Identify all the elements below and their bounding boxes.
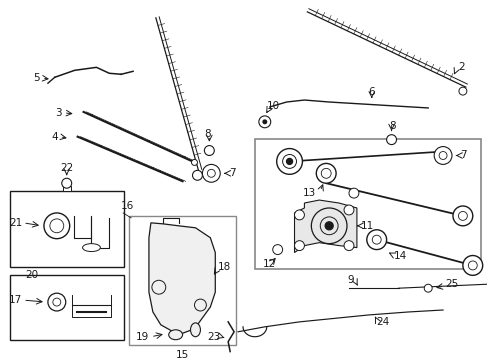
FancyBboxPatch shape [10, 275, 124, 340]
Text: 8: 8 [388, 121, 395, 131]
Circle shape [468, 261, 476, 270]
Circle shape [311, 208, 346, 244]
Polygon shape [294, 200, 356, 253]
Circle shape [458, 87, 466, 95]
Text: 16: 16 [121, 201, 134, 211]
Circle shape [258, 116, 270, 128]
Circle shape [386, 135, 396, 145]
Circle shape [294, 210, 304, 220]
Ellipse shape [168, 330, 182, 340]
Circle shape [424, 284, 431, 292]
Circle shape [48, 293, 65, 311]
Circle shape [366, 230, 386, 249]
Text: 18: 18 [218, 262, 231, 273]
Bar [62, 186, 71, 191]
Text: 19: 19 [135, 332, 149, 342]
Circle shape [294, 241, 304, 251]
Polygon shape [149, 223, 215, 335]
Text: 8: 8 [203, 129, 210, 139]
Text: 3: 3 [55, 108, 61, 118]
Circle shape [344, 241, 353, 251]
Text: 22: 22 [60, 163, 73, 174]
FancyBboxPatch shape [10, 191, 124, 267]
Circle shape [286, 158, 292, 165]
Text: 12: 12 [263, 260, 276, 269]
Circle shape [202, 165, 220, 182]
Circle shape [152, 280, 165, 294]
Text: 6: 6 [367, 87, 374, 97]
Circle shape [344, 205, 353, 215]
Text: 24: 24 [376, 317, 389, 327]
FancyBboxPatch shape [254, 139, 480, 269]
Text: 7: 7 [459, 150, 466, 161]
Circle shape [204, 145, 214, 156]
Circle shape [192, 170, 202, 180]
Text: 17: 17 [9, 295, 22, 305]
Circle shape [276, 149, 302, 174]
Circle shape [44, 213, 70, 239]
Circle shape [316, 163, 335, 183]
Text: 25: 25 [444, 279, 457, 289]
Circle shape [191, 159, 197, 165]
Circle shape [462, 256, 482, 275]
Circle shape [282, 154, 296, 168]
Circle shape [371, 235, 380, 244]
Circle shape [320, 217, 337, 235]
Circle shape [53, 298, 61, 306]
Text: 14: 14 [393, 251, 406, 261]
FancyBboxPatch shape [129, 216, 236, 345]
Circle shape [194, 299, 206, 311]
Text: 5: 5 [33, 73, 40, 83]
Circle shape [348, 188, 358, 198]
Text: 2: 2 [457, 62, 464, 72]
Text: 20: 20 [25, 270, 39, 280]
Circle shape [433, 147, 451, 165]
Text: 21: 21 [9, 218, 22, 228]
Text: 13: 13 [303, 188, 316, 198]
Circle shape [61, 178, 72, 188]
Circle shape [272, 245, 282, 255]
Text: 7: 7 [229, 168, 235, 178]
Text: 11: 11 [360, 221, 373, 231]
Text: 15: 15 [176, 350, 189, 360]
Circle shape [207, 169, 215, 177]
Circle shape [452, 206, 472, 226]
Circle shape [438, 152, 446, 159]
Ellipse shape [82, 244, 100, 252]
Text: 10: 10 [266, 101, 279, 111]
Text: 4: 4 [51, 132, 58, 142]
Ellipse shape [190, 323, 200, 337]
Circle shape [325, 222, 332, 230]
Circle shape [50, 219, 63, 233]
Text: 9: 9 [346, 275, 353, 285]
Circle shape [321, 168, 330, 178]
Circle shape [262, 120, 267, 124]
Text: 23: 23 [206, 332, 220, 342]
Circle shape [457, 211, 467, 220]
